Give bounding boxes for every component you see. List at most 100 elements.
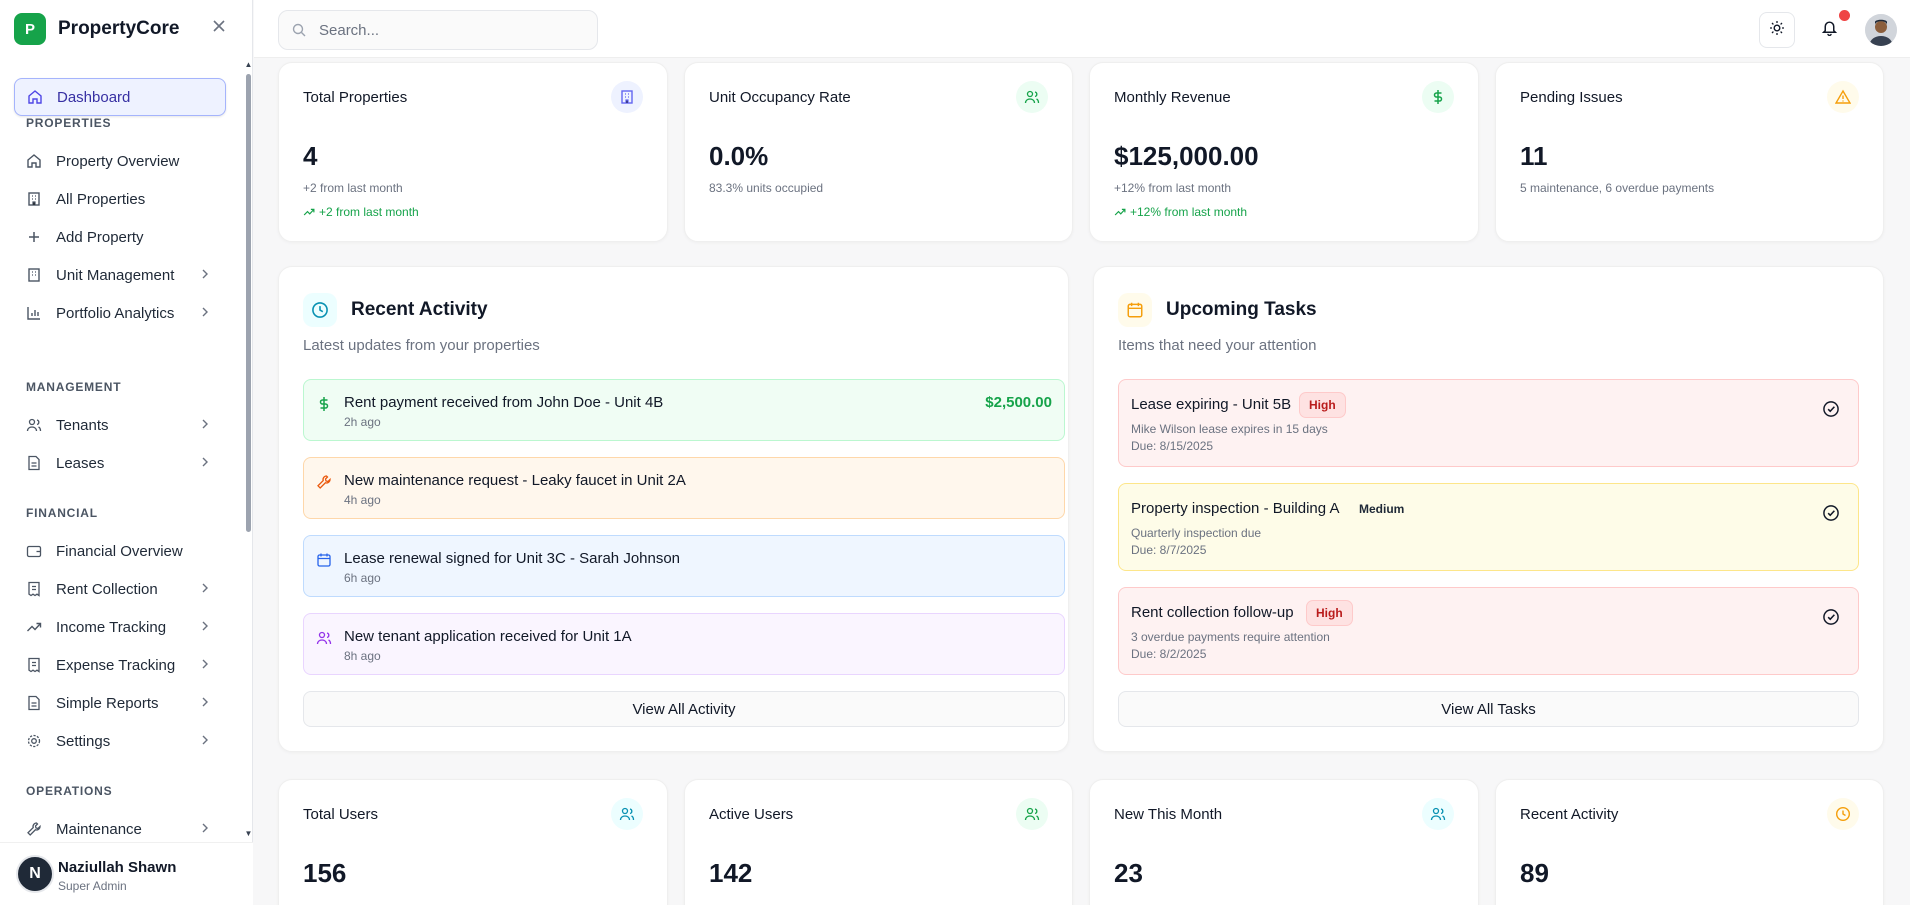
stat-trend-text: +12% from last month <box>1130 205 1248 219</box>
sun-icon <box>1769 20 1785 41</box>
search-input[interactable] <box>319 21 579 39</box>
sidebar-item-tenants[interactable]: Tenants <box>14 406 226 444</box>
sidebar-item-label: Unit Management <box>56 266 175 284</box>
sidebar-item-portfolio-analytics[interactable]: Portfolio Analytics <box>14 294 226 332</box>
task-item[interactable]: Lease expiring - Unit 5B High Mike Wilso… <box>1118 379 1859 467</box>
activity-item[interactable]: New maintenance request - Leaky faucet i… <box>303 457 1065 519</box>
stat-value: 156 <box>303 858 347 888</box>
stat-value: 142 <box>709 858 753 888</box>
sidebar-item-label: Income Tracking <box>56 618 167 636</box>
activity-time: 6h ago <box>344 571 381 585</box>
scroll-down-arrow-icon[interactable]: ▼ <box>244 829 253 838</box>
upcoming-tasks-panel: Upcoming Tasks Items that need your atte… <box>1093 266 1884 752</box>
task-item[interactable]: Property inspection - Building A Medium … <box>1118 483 1859 571</box>
activity-text: New tenant application received for Unit… <box>344 628 632 645</box>
sidebar-item-dashboard[interactable]: Dashboard <box>14 78 226 116</box>
clock-icon <box>1827 798 1859 830</box>
task-description: Quarterly inspection due <box>1131 526 1262 540</box>
sidebar-item-unit-management[interactable]: Unit Management <box>14 256 226 294</box>
chevron-right-icon <box>198 657 212 671</box>
sidebar-item-financial-overview[interactable]: Financial Overview <box>14 532 226 570</box>
wallet-icon <box>26 543 42 559</box>
user-profile[interactable]: N Naziullah Shawn Super Admin <box>0 842 253 905</box>
task-item[interactable]: Rent collection follow-up High 3 overdue… <box>1118 587 1859 675</box>
sidebar-item-label: Add Property <box>56 228 144 246</box>
sidebar-item-leases[interactable]: Leases <box>14 444 226 482</box>
brand-logo: P <box>14 13 46 45</box>
stat-subtext: +2 from last month <box>303 181 403 195</box>
activity-item[interactable]: Lease renewal signed for Unit 3C - Sarah… <box>303 535 1065 597</box>
task-title: Rent collection follow-up <box>1131 604 1294 621</box>
users-icon <box>1422 798 1454 830</box>
brand[interactable]: P PropertyCore <box>14 13 179 45</box>
panel-subtitle: Latest updates from your properties <box>303 337 540 354</box>
stat-card-unit-occupancy: Unit Occupancy Rate 0.0% 83.3% units occ… <box>684 62 1073 242</box>
sidebar-item-income-tracking[interactable]: Income Tracking <box>14 608 226 646</box>
home-icon <box>27 89 43 105</box>
sidebar-item-expense-tracking[interactable]: Expense Tracking <box>14 646 226 684</box>
check-circle-icon[interactable] <box>1822 400 1840 418</box>
plus-icon <box>26 229 42 245</box>
sidebar-item-rent-collection[interactable]: Rent Collection <box>14 570 226 608</box>
document-icon <box>26 455 42 471</box>
activity-item[interactable]: New tenant application received for Unit… <box>303 613 1065 675</box>
priority-badge: High <box>1299 392 1346 418</box>
sidebar-item-settings[interactable]: Settings <box>14 722 226 760</box>
task-title: Lease expiring - Unit 5B <box>1131 396 1292 413</box>
recent-activity-panel: Recent Activity Latest updates from your… <box>278 266 1069 752</box>
activity-time: 2h ago <box>344 415 381 429</box>
chevron-right-icon <box>198 581 212 595</box>
topbar <box>254 0 1910 58</box>
activity-text: New maintenance request - Leaky faucet i… <box>344 472 686 489</box>
sidebar-item-label: Financial Overview <box>56 542 183 560</box>
panel-title: Upcoming Tasks <box>1166 299 1317 320</box>
sidebar-scrollbar[interactable] <box>246 74 251 532</box>
priority-badge: High <box>1306 600 1353 626</box>
view-all-activity-button[interactable]: View All Activity <box>303 691 1065 727</box>
receipt-icon <box>26 657 42 673</box>
sidebar-item-property-overview[interactable]: Property Overview <box>14 142 226 180</box>
check-circle-icon[interactable] <box>1822 608 1840 626</box>
dollar-icon <box>1422 81 1454 113</box>
chevron-right-icon <box>198 695 212 709</box>
task-description: 3 overdue payments require attention <box>1131 630 1330 644</box>
sidebar-item-simple-reports[interactable]: Simple Reports <box>14 684 226 722</box>
document-icon <box>26 695 42 711</box>
users-icon <box>26 417 42 433</box>
stat-subtext: +12% from last month <box>1114 181 1232 195</box>
check-circle-icon[interactable] <box>1822 504 1840 522</box>
scroll-up-arrow-icon[interactable]: ▲ <box>244 60 253 69</box>
stat-title: Total Properties <box>303 89 408 106</box>
bar-chart-icon <box>26 305 42 321</box>
priority-badge: Medium <box>1350 496 1414 522</box>
dollar-icon <box>316 396 332 412</box>
section-label-operations: OPERATIONS <box>26 784 113 798</box>
wrench-icon <box>26 821 42 837</box>
chevron-right-icon <box>198 733 212 747</box>
building-icon <box>26 267 42 283</box>
activity-time: 8h ago <box>344 649 381 663</box>
sidebar-item-label: Dashboard <box>57 88 131 106</box>
stat-card-total-properties: Total Properties 4 +2 from last month +2… <box>278 62 668 242</box>
users-icon <box>611 798 643 830</box>
stat-card-recent-activity: Recent Activity 89 <box>1495 779 1884 905</box>
building-icon <box>26 191 42 207</box>
user-avatar[interactable] <box>1865 14 1897 46</box>
sidebar-item-all-properties[interactable]: All Properties <box>14 180 226 218</box>
notifications-button[interactable] <box>1811 12 1847 48</box>
close-icon[interactable] <box>210 18 228 36</box>
stat-title: New This Month <box>1114 806 1223 823</box>
activity-item[interactable]: Rent payment received from John Doe - Un… <box>303 379 1065 441</box>
stat-card-total-users: Total Users 156 <box>278 779 668 905</box>
view-all-tasks-button[interactable]: View All Tasks <box>1118 691 1859 727</box>
users-icon <box>1016 81 1048 113</box>
stat-title: Pending Issues <box>1520 89 1623 106</box>
chevron-right-icon <box>198 619 212 633</box>
sidebar-item-label: Maintenance <box>56 820 142 838</box>
sidebar-item-maintenance[interactable]: Maintenance <box>14 810 226 842</box>
search-box[interactable] <box>278 10 598 50</box>
theme-toggle-button[interactable] <box>1759 12 1795 48</box>
sidebar-item-add-property[interactable]: Add Property <box>14 218 226 256</box>
bell-icon <box>1821 19 1838 41</box>
stat-trend: +12% from last month <box>1114 205 1247 219</box>
